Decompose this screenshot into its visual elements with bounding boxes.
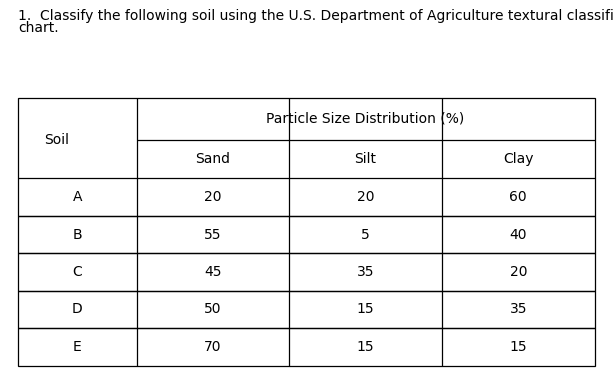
Text: Silt: Silt — [354, 152, 376, 166]
Text: 15: 15 — [357, 302, 375, 316]
Text: Sand: Sand — [196, 152, 230, 166]
Text: B: B — [72, 228, 82, 242]
Text: 15: 15 — [509, 340, 527, 354]
Text: 60: 60 — [509, 190, 527, 204]
Text: 70: 70 — [204, 340, 222, 354]
Text: 15: 15 — [357, 340, 375, 354]
Text: D: D — [72, 302, 83, 316]
Text: Soil: Soil — [44, 133, 69, 147]
Text: Clay: Clay — [503, 152, 533, 166]
Text: 1.  Classify the following soil using the U.S. Department of Agriculture textura: 1. Classify the following soil using the… — [18, 9, 613, 23]
Text: 5: 5 — [361, 228, 370, 242]
Text: Particle Size Distribution (%): Particle Size Distribution (%) — [267, 112, 465, 126]
Text: A: A — [73, 190, 82, 204]
Text: 35: 35 — [509, 302, 527, 316]
Text: E: E — [73, 340, 82, 354]
Text: 50: 50 — [204, 302, 222, 316]
Text: 45: 45 — [204, 265, 222, 279]
Bar — [18, 98, 595, 366]
Text: 20: 20 — [509, 265, 527, 279]
Text: 35: 35 — [357, 265, 375, 279]
Text: chart.: chart. — [18, 21, 59, 35]
Text: 40: 40 — [509, 228, 527, 242]
Text: 20: 20 — [357, 190, 375, 204]
Text: C: C — [72, 265, 82, 279]
Text: 55: 55 — [204, 228, 222, 242]
Text: 20: 20 — [204, 190, 222, 204]
